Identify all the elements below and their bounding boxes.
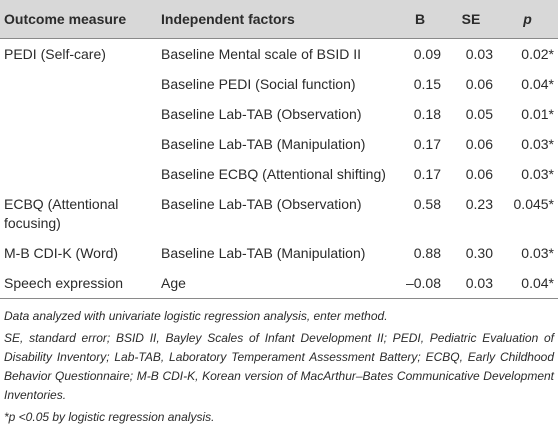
header-cell: Independent factors: [157, 0, 395, 39]
factor-cell: Baseline PEDI (Social function): [161, 76, 356, 92]
b-cell: 0.17: [413, 136, 441, 152]
table-body: PEDI (Self-care) Baseline Mental scale of…: [0, 39, 558, 299]
factor-cell: Baseline ECBQ (Attentional shifting): [161, 166, 386, 182]
table-row: Speech expression Age –0.08 0.03 0.04*: [0, 268, 558, 299]
outcome-cell: Speech expression: [0, 268, 157, 299]
header-cell: B: [395, 0, 445, 39]
b-cell: –0.08: [395, 268, 445, 299]
outcome-cell: [0, 69, 157, 99]
table-row: PEDI (Self-care) Baseline Mental scale of…: [0, 39, 558, 70]
p-cell: 0.02*: [521, 46, 554, 62]
se-cell: 0.03: [445, 268, 497, 299]
footnote: SE, standard error; BSID II, Bayley Scal…: [4, 331, 554, 402]
factor-cell: Baseline Mental scale of BSID II: [161, 46, 361, 62]
se-cell: 0.06: [465, 76, 493, 92]
se-cell: 0.23: [465, 196, 493, 212]
outcome-cell: [0, 129, 157, 159]
header-row: Outcome measure Independent factors B SE p: [0, 0, 558, 39]
footnotes: Data analyzed with univariate logistic r…: [0, 299, 558, 427]
results-table: Outcome measure Independent factors B SE p P…: [0, 0, 558, 299]
outcome-cell: [0, 159, 157, 189]
b-cell: 0.09: [413, 46, 441, 62]
outcome-cell: M-B CDI-K (Word): [4, 245, 119, 261]
se-cell: 0.30: [465, 245, 493, 261]
factor-cell: Baseline Lab-TAB (Manipulation): [161, 245, 366, 261]
factor-cell: Age: [157, 268, 395, 299]
table-row: Baseline PEDI (Social function) 0.15 0.06 0…: [0, 69, 558, 99]
b-cell: 0.17: [413, 166, 441, 182]
outcome-cell: ECBQ (Attentional focusing): [4, 196, 119, 231]
table-row: M-B CDI-K (Word) Baseline Lab-TAB (Manipu…: [0, 238, 558, 268]
header-cell: Outcome measure: [0, 0, 157, 39]
factor-cell: Baseline Lab-TAB (Manipulation): [161, 136, 366, 152]
outcome-cell: PEDI (Self-care): [4, 46, 106, 62]
p-cell: 0.04*: [497, 268, 558, 299]
factor-cell: Baseline Lab-TAB (Observation): [161, 196, 362, 212]
header-cell: p: [497, 0, 558, 39]
se-cell: 0.03: [465, 46, 493, 62]
table-row: ECBQ (Attentional focusing) Baseline Lab-…: [0, 189, 558, 238]
table-row: Baseline Lab-TAB (Manipulation) 0.17 0.06 0…: [0, 129, 558, 159]
b-cell: 0.18: [413, 106, 441, 122]
p-cell: 0.03*: [521, 136, 554, 152]
table-header: Outcome measure Independent factors B SE p: [0, 0, 558, 39]
table-row: Baseline ECBQ (Attentional shifting) 0.17…: [0, 159, 558, 189]
p-cell: 0.045*: [513, 196, 554, 212]
b-cell: 0.15: [413, 76, 441, 92]
footnote: *p <0.05 by logistic regression analysis…: [4, 410, 215, 424]
p-cell: 0.03*: [521, 166, 554, 182]
p-cell: 0.04*: [521, 76, 554, 92]
se-cell: 0.06: [465, 136, 493, 152]
b-cell: 0.58: [413, 196, 441, 212]
footnote: Data analyzed with univariate logistic r…: [4, 309, 388, 323]
header-cell: SE: [445, 0, 497, 39]
p-cell: 0.03*: [521, 245, 554, 261]
p-cell: 0.01*: [521, 106, 554, 122]
factor-cell: Baseline Lab-TAB (Observation): [161, 106, 362, 122]
se-cell: 0.05: [465, 106, 493, 122]
se-cell: 0.06: [465, 166, 493, 182]
b-cell: 0.88: [413, 245, 441, 261]
table-row: Baseline Lab-TAB (Observation) 0.18 0.05 0.…: [0, 99, 558, 129]
outcome-cell: [0, 99, 157, 129]
